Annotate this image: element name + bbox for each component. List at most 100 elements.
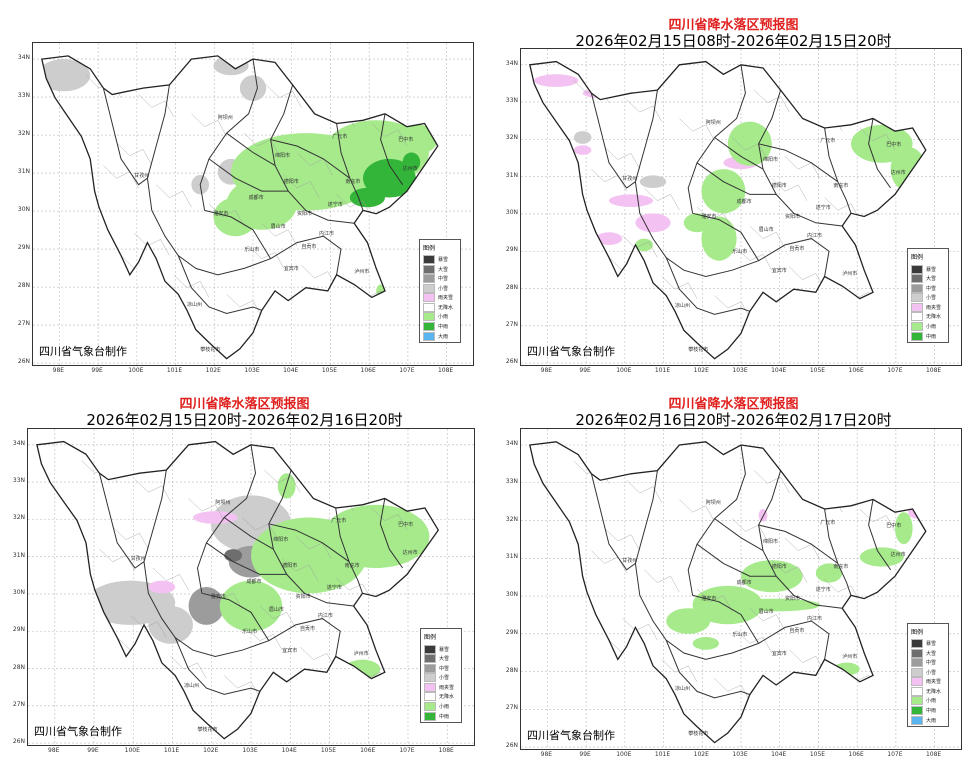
legend-item: 大雪 bbox=[420, 264, 460, 274]
map-legend: 图例 暴雪 大雪 中雪 小雪 雨夹雪 无降水 小雨 中雨 bbox=[907, 248, 949, 343]
county-boundary bbox=[732, 137, 768, 160]
legend-label: 无降水 bbox=[926, 314, 942, 321]
county-boundary bbox=[639, 323, 676, 347]
county-boundary bbox=[859, 127, 896, 151]
longitude-label: 101E bbox=[163, 747, 180, 754]
city-label: 甘孜州 bbox=[134, 172, 150, 179]
prefecture-boundary bbox=[201, 592, 270, 641]
county-boundary bbox=[188, 498, 225, 521]
county-boundary bbox=[859, 508, 896, 532]
legend-title: 图例 bbox=[424, 634, 437, 642]
city-label: 资阳市 bbox=[785, 596, 801, 603]
city-label: 凉山州 bbox=[675, 686, 691, 692]
city-label: 广元市 bbox=[332, 134, 348, 141]
city-label: 乐山市 bbox=[732, 249, 748, 256]
precip-area-light-rain bbox=[219, 580, 283, 632]
legend-item: 暴雪 bbox=[420, 254, 460, 265]
latitude-label: 32N bbox=[17, 130, 30, 138]
city-label: 达州市 bbox=[402, 550, 418, 557]
legend-swatch bbox=[424, 663, 436, 673]
county-boundary bbox=[767, 697, 803, 721]
longitude-label: 99E bbox=[579, 751, 591, 758]
county-boundary bbox=[206, 586, 243, 610]
city-label: 成都市 bbox=[736, 198, 752, 205]
legend-label: 大雪 bbox=[439, 656, 450, 663]
precip-area-sleet bbox=[534, 74, 579, 87]
city-label: 甘孜州 bbox=[622, 558, 638, 564]
legend-swatch bbox=[423, 283, 435, 293]
city-label: 甘孜州 bbox=[130, 556, 146, 563]
province-outline bbox=[36, 440, 440, 740]
county-boundary bbox=[283, 174, 320, 198]
city-label: 宜宾市 bbox=[771, 650, 787, 657]
latitude-label: 31N bbox=[505, 553, 518, 561]
county-boundary bbox=[877, 216, 913, 239]
legend-item: 无降水 bbox=[908, 686, 948, 697]
legend-label: 中雪 bbox=[926, 660, 937, 667]
legend-item: 雨夹雪 bbox=[420, 293, 460, 303]
longitude-label: 107E bbox=[887, 751, 903, 758]
legend-label: 中雪 bbox=[438, 276, 449, 283]
precip-area-light-rain bbox=[692, 637, 719, 650]
legend-item: 小雪 bbox=[420, 283, 460, 293]
legend-swatch bbox=[423, 331, 435, 341]
county-boundary bbox=[208, 203, 245, 227]
map-frame: 阿坝州 广元市 巴中市 绵阳市 达州市 南充市 德阳市 甘孜州 成都市 遂宁市 雅安市 资阳市 眉山市内… bbox=[32, 42, 474, 366]
city-label: 内江市 bbox=[807, 233, 823, 240]
city-label: 泸州市 bbox=[353, 651, 369, 658]
latitude-label: 28N bbox=[505, 283, 518, 291]
city-label: 雅安市 bbox=[213, 211, 229, 218]
city-label: 德阳市 bbox=[283, 179, 299, 186]
legend-item: 中雨 bbox=[908, 331, 948, 341]
city-label: 巴中市 bbox=[886, 522, 902, 529]
county-boundary bbox=[224, 675, 261, 698]
city-label: 阿坝州 bbox=[705, 500, 721, 507]
precip-area-light-snow bbox=[239, 75, 267, 101]
longitude-label: 98E bbox=[540, 751, 553, 758]
county-boundary bbox=[622, 235, 658, 258]
city-label: 遂宁市 bbox=[326, 584, 342, 591]
city-label: 宜宾市 bbox=[283, 266, 299, 273]
map-frame: 阿坝州 广元市 巴中市 绵阳市 达州市 南充市 德阳市 甘孜州 成都市 遂宁市 雅安市 资阳市 眉山市内… bbox=[520, 428, 962, 750]
longitude-label: 98E bbox=[52, 367, 65, 374]
city-label: 内江市 bbox=[317, 613, 333, 620]
legend-item: 小雪 bbox=[908, 293, 948, 303]
precip-area-sleet bbox=[148, 580, 176, 594]
prefecture-boundary bbox=[268, 523, 350, 563]
city-label: 乐山市 bbox=[244, 246, 260, 253]
city-label: 雅安市 bbox=[701, 214, 717, 221]
legend-label: 小雨 bbox=[926, 324, 937, 331]
city-label: 自贡市 bbox=[300, 625, 316, 632]
city-label: 资阳市 bbox=[295, 594, 311, 601]
county-boundary bbox=[622, 617, 658, 641]
longitude-label: 106E bbox=[360, 367, 376, 374]
legend-label: 无降水 bbox=[438, 304, 454, 311]
latitude-label: 26N bbox=[12, 738, 25, 746]
panel-title: 四川省降水落区预报图 bbox=[179, 397, 310, 412]
legend-swatch bbox=[424, 654, 436, 664]
precip-area-light-rain bbox=[385, 123, 438, 156]
legend-item: 大雨 bbox=[908, 715, 948, 725]
latitude-label: 27N bbox=[12, 700, 25, 708]
city-label: 泸州市 bbox=[354, 269, 370, 276]
prefecture-boundary bbox=[177, 255, 262, 315]
legend-item: 雨夹雪 bbox=[421, 682, 461, 693]
county-boundary bbox=[134, 232, 170, 256]
city-label: 达州市 bbox=[402, 166, 418, 173]
legend-label: 无降水 bbox=[439, 694, 455, 701]
city-label: 阿坝州 bbox=[217, 114, 233, 121]
city-label: 遂宁市 bbox=[815, 586, 831, 593]
city-label: 广元市 bbox=[331, 518, 347, 525]
city-label: 巴中市 bbox=[886, 141, 902, 148]
longitude-label: 102E bbox=[693, 367, 709, 374]
city-label: 成都市 bbox=[248, 195, 264, 202]
legend-label: 小雨 bbox=[438, 314, 449, 321]
city-label: 达州市 bbox=[890, 170, 906, 177]
city-label: 南充市 bbox=[345, 179, 361, 186]
panel-subtitle: 2026年02月15日08时-2026年02月15日20时 bbox=[575, 32, 892, 50]
county-boundary bbox=[789, 266, 825, 290]
county-boundary bbox=[98, 303, 135, 327]
city-label: 资阳市 bbox=[297, 211, 313, 218]
legend-item: 暴雪 bbox=[421, 644, 461, 654]
producer-credit: 四川省气象台制作 bbox=[527, 345, 615, 358]
